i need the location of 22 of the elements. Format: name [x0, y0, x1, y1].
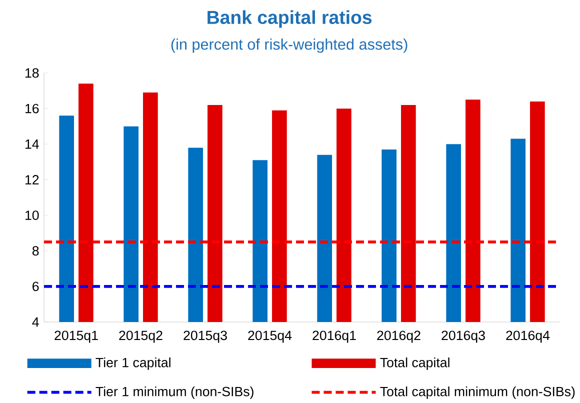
legend-label: Tier 1 capital: [96, 357, 170, 370]
y-tick-label: 6: [32, 282, 39, 292]
x-tick-label: 2015q2: [119, 330, 162, 343]
y-tick-label: 4: [32, 317, 39, 327]
legend-label: Total capital minimum (non-SIBs): [380, 386, 575, 399]
legend-label: Total capital: [380, 357, 450, 370]
y-tick-label: 8: [32, 246, 39, 256]
chart-subtitle: (in percent of risk-weighted assets): [171, 38, 408, 53]
x-tick-label: 2015q3: [184, 330, 227, 343]
x-tick-label: 2015q1: [54, 330, 98, 343]
y-tick-label: 18: [25, 68, 39, 78]
x-tick-label: 2016q2: [377, 330, 420, 343]
chart-title: Bank capital ratios: [208, 10, 372, 28]
y-tick-label: 12: [25, 175, 39, 184]
x-tick-label: 2016q4: [506, 330, 550, 343]
y-tick-label: 10: [25, 210, 39, 220]
y-tick-label: 16: [25, 104, 39, 114]
x-tick-label: 2016q1: [312, 330, 356, 343]
x-tick-label: 2016q3: [442, 330, 485, 343]
x-tick-label: 2015q4: [248, 330, 292, 343]
y-tick-label: 14: [25, 140, 39, 149]
legend-label: Tier 1 minimum (non-SIBs): [96, 386, 254, 399]
